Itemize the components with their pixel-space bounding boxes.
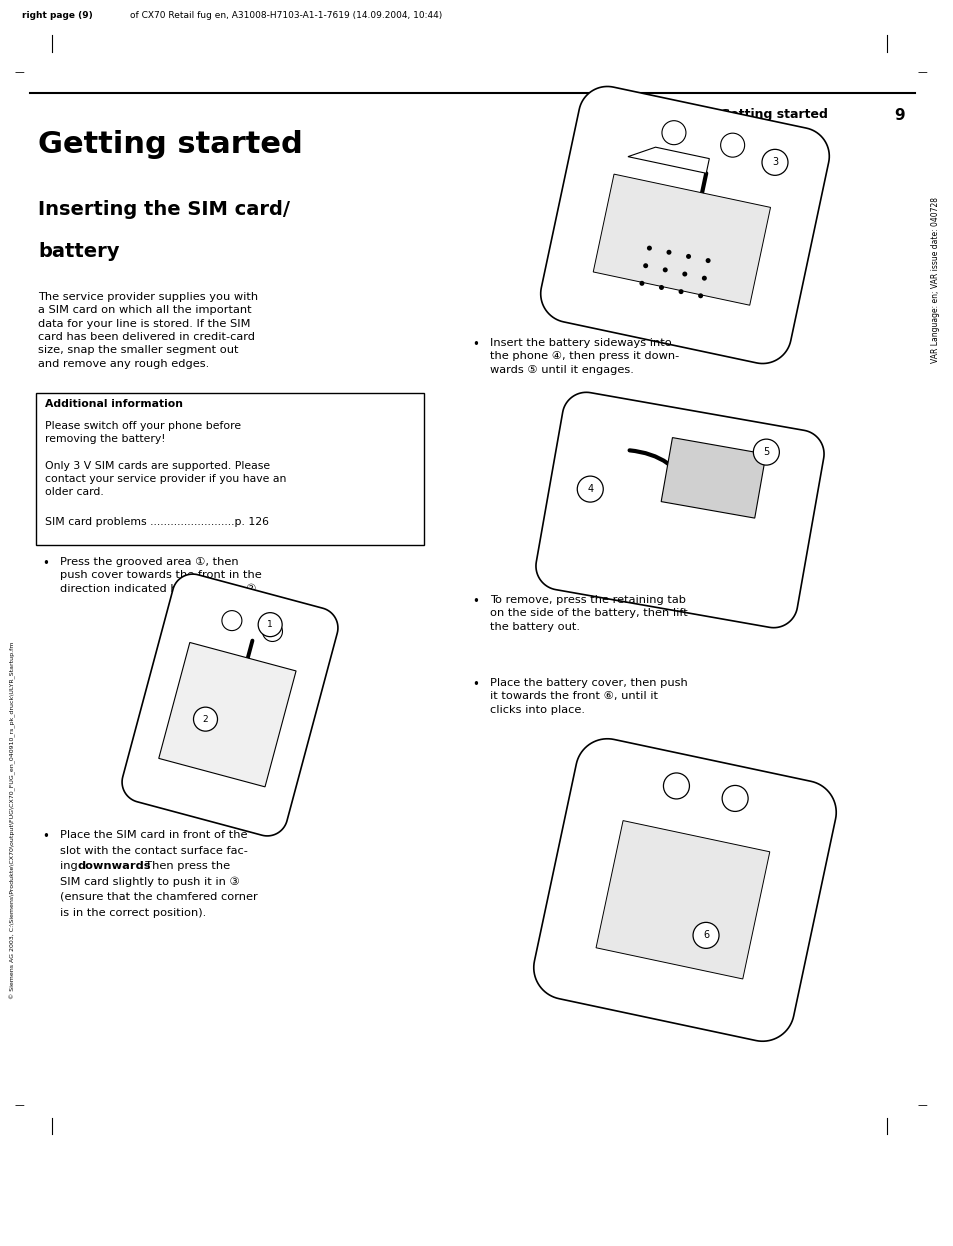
Text: battery: battery — [38, 242, 119, 260]
Circle shape — [721, 785, 747, 811]
Circle shape — [642, 263, 647, 268]
Text: Place the battery cover, then push
it towards the front ⑥, until it
clicks into : Place the battery cover, then push it to… — [490, 678, 687, 715]
Text: SIM card problems .........................p. 126: SIM card problems ......................… — [45, 517, 269, 527]
Text: •: • — [472, 678, 478, 692]
Circle shape — [577, 476, 602, 502]
Circle shape — [761, 150, 787, 176]
Circle shape — [753, 439, 779, 465]
Text: •: • — [472, 338, 478, 351]
Circle shape — [662, 268, 667, 273]
Polygon shape — [534, 739, 836, 1042]
Text: . Then press the: . Then press the — [138, 861, 230, 871]
FancyBboxPatch shape — [36, 392, 423, 545]
Circle shape — [698, 293, 702, 298]
Polygon shape — [627, 147, 709, 173]
Circle shape — [692, 922, 719, 948]
Circle shape — [701, 275, 706, 280]
Circle shape — [639, 280, 644, 285]
Polygon shape — [540, 86, 828, 364]
Text: of CX70 Retail fug en, A31008-H7103-A1-1-7619 (14.09.2004, 10:44): of CX70 Retail fug en, A31008-H7103-A1-1… — [130, 11, 442, 20]
Text: VAR Language: en; VAR issue date: 040728: VAR Language: en; VAR issue date: 040728 — [930, 197, 940, 363]
Text: •: • — [472, 596, 478, 608]
Circle shape — [222, 611, 242, 630]
Text: ing: ing — [60, 861, 81, 871]
Text: Additional information: Additional information — [45, 399, 183, 409]
Polygon shape — [158, 643, 295, 787]
Circle shape — [646, 245, 651, 250]
Text: Only 3 V SIM cards are supported. Please
contact your service provider if you ha: Only 3 V SIM cards are supported. Please… — [45, 461, 286, 497]
Text: The service provider supplies you with
a SIM card on which all the important
dat: The service provider supplies you with a… — [38, 292, 258, 369]
Circle shape — [681, 272, 686, 277]
Text: •: • — [42, 830, 49, 844]
Text: 1: 1 — [267, 621, 273, 629]
Text: 5: 5 — [762, 447, 769, 457]
Circle shape — [193, 708, 217, 731]
Circle shape — [661, 121, 685, 145]
Text: is in the correct position).: is in the correct position). — [60, 907, 206, 917]
Text: To remove, press the retaining tab
on the side of the battery, then lift
the bat: To remove, press the retaining tab on th… — [490, 596, 687, 632]
Circle shape — [659, 285, 663, 290]
Circle shape — [720, 133, 744, 157]
Text: Press the grooved area ①, then
push cover towards the front in the
direction ind: Press the grooved area ①, then push cove… — [60, 557, 261, 594]
Circle shape — [678, 289, 683, 294]
Text: Place the SIM card in front of the: Place the SIM card in front of the — [60, 830, 247, 840]
Circle shape — [705, 258, 710, 263]
Circle shape — [258, 613, 282, 637]
Text: —: — — [14, 67, 24, 77]
Text: SIM card slightly to push it in ③: SIM card slightly to push it in ③ — [60, 876, 239, 887]
Text: Inserting the SIM card/: Inserting the SIM card/ — [38, 201, 290, 219]
Polygon shape — [122, 574, 337, 836]
Text: —: — — [14, 1100, 24, 1110]
Text: Getting started: Getting started — [720, 108, 827, 121]
Circle shape — [666, 249, 671, 254]
Text: 6: 6 — [702, 931, 708, 941]
Text: (ensure that the chamfered corner: (ensure that the chamfered corner — [60, 892, 257, 902]
Polygon shape — [596, 821, 769, 979]
Text: 4: 4 — [587, 485, 593, 495]
Circle shape — [685, 254, 690, 259]
Circle shape — [662, 773, 689, 799]
Text: —: — — [916, 67, 926, 77]
Text: •: • — [42, 557, 49, 569]
Text: Getting started: Getting started — [38, 130, 302, 159]
Circle shape — [262, 622, 282, 642]
Text: 2: 2 — [202, 715, 208, 724]
Text: Please switch off your phone before
removing the battery!: Please switch off your phone before remo… — [45, 421, 241, 444]
Text: slot with the contact surface fac-: slot with the contact surface fac- — [60, 846, 248, 856]
Text: right page (9): right page (9) — [22, 11, 92, 20]
Polygon shape — [660, 437, 765, 518]
Text: 3: 3 — [771, 157, 778, 167]
Text: 9: 9 — [894, 108, 904, 123]
Polygon shape — [536, 392, 823, 628]
Text: downwards: downwards — [77, 861, 151, 871]
Text: —: — — [916, 1100, 926, 1110]
Polygon shape — [593, 174, 770, 305]
Text: © Siemens AG 2003, C:\Siemens\Produkte\CX70\output\FUG\CX70_FUG_en_040910_rs_pk_: © Siemens AG 2003, C:\Siemens\Produkte\C… — [10, 642, 16, 999]
Text: Insert the battery sideways into
the phone ④, then press it down-
wards ⑤ until : Insert the battery sideways into the pho… — [490, 338, 679, 375]
